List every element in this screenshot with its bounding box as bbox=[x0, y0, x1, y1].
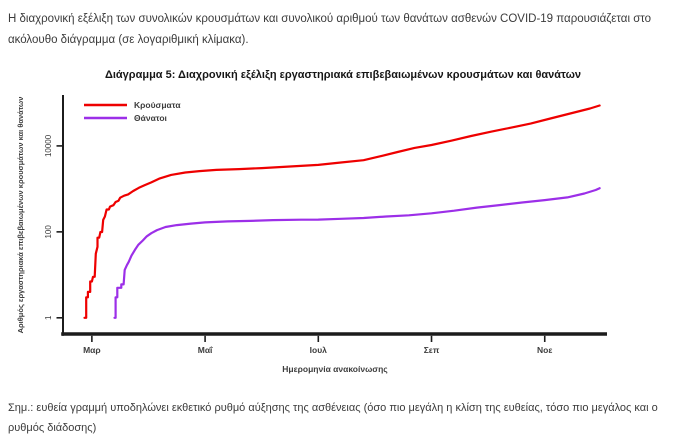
deaths-line bbox=[113, 187, 601, 319]
legend-label-cases: Κρούσματα bbox=[134, 100, 181, 110]
x-tick-label: Ιουλ bbox=[310, 345, 328, 355]
x-axis-title: Ημερομηνία ανακοίνωσης bbox=[282, 364, 388, 374]
chart-title: Διάγραμμα 5: Διαχρονική εξέλιξη εργαστηρ… bbox=[105, 69, 581, 81]
x-tick-label: Μαρ bbox=[83, 345, 101, 355]
x-tick-label: Σεπ bbox=[424, 345, 440, 355]
x-axis-ticks: Μαρ Μαΐ Ιουλ Σεπ Νοε bbox=[83, 335, 552, 355]
y-tick-label: 100 bbox=[44, 225, 53, 239]
data-series-lines bbox=[83, 104, 601, 319]
chart-legend: Κρούσματα Θάνατοι bbox=[84, 100, 181, 123]
footnote-paragraph: Σημ.: ευθεία γραμμή υποδηλώνει εκθετικό … bbox=[8, 402, 658, 434]
y-tick-label: 1 bbox=[44, 315, 53, 320]
y-axis-title: Αριθμός εργαστηριακά επιβεβαιωμένων κρου… bbox=[16, 97, 25, 334]
cases-line bbox=[83, 104, 601, 319]
legend-label-deaths: Θάνατοι bbox=[134, 113, 168, 123]
x-tick-label: Νοε bbox=[537, 345, 552, 355]
intro-paragraph: Η διαχρονική εξέλιξη των συνολικών κρουσ… bbox=[8, 13, 652, 46]
y-axis-ticks: 1 100 10000 bbox=[44, 134, 63, 320]
y-tick-label: 10000 bbox=[44, 134, 53, 157]
x-tick-label: Μαΐ bbox=[198, 345, 213, 355]
